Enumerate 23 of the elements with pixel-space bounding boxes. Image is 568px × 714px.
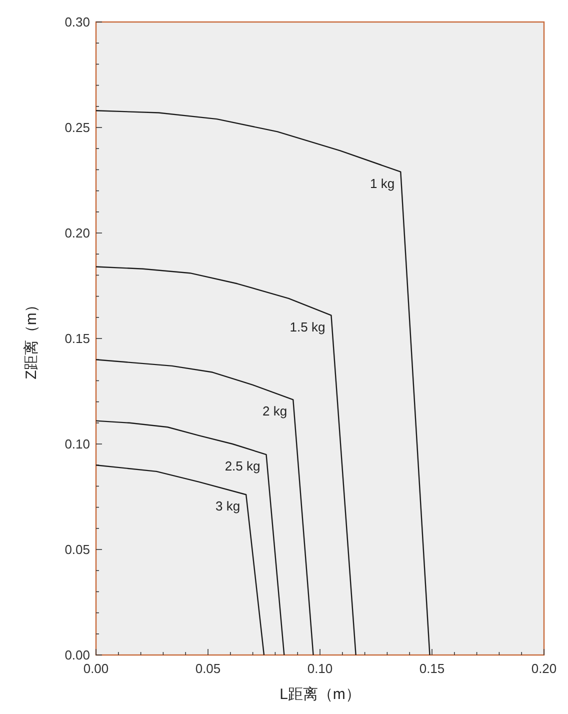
y-tick-label: 0.25 bbox=[64, 120, 90, 135]
y-tick-label: 0.05 bbox=[64, 542, 90, 557]
x-tick-label: 0.10 bbox=[307, 661, 333, 676]
series-label: 1.5 kg bbox=[290, 319, 326, 334]
line-series bbox=[95, 359, 314, 656]
y-tick-label: 0.00 bbox=[64, 648, 90, 662]
y-axis-title: Z距离（m） bbox=[23, 298, 40, 380]
y-tick-label: 0.15 bbox=[64, 331, 90, 346]
x-axis-title: L距离（m） bbox=[280, 686, 360, 703]
line-series bbox=[95, 266, 356, 656]
x-tick-label: 0.20 bbox=[531, 661, 557, 676]
series-label: 1 kg bbox=[370, 176, 395, 191]
x-tick-label: 0.00 bbox=[83, 661, 109, 676]
y-tick-label: 0.30 bbox=[64, 14, 90, 30]
series-label: 2.5 kg bbox=[224, 458, 260, 474]
y-tick-label: 0.10 bbox=[64, 436, 90, 452]
x-tick-label: 0.05 bbox=[195, 661, 221, 676]
x-tick-label: 0.15 bbox=[419, 661, 445, 676]
line-series bbox=[95, 420, 285, 656]
series-label: 3 kg bbox=[216, 498, 240, 514]
y-tick-label: 0.20 bbox=[64, 226, 90, 240]
line-series bbox=[95, 110, 430, 656]
series-label: 2 kg bbox=[262, 404, 288, 419]
